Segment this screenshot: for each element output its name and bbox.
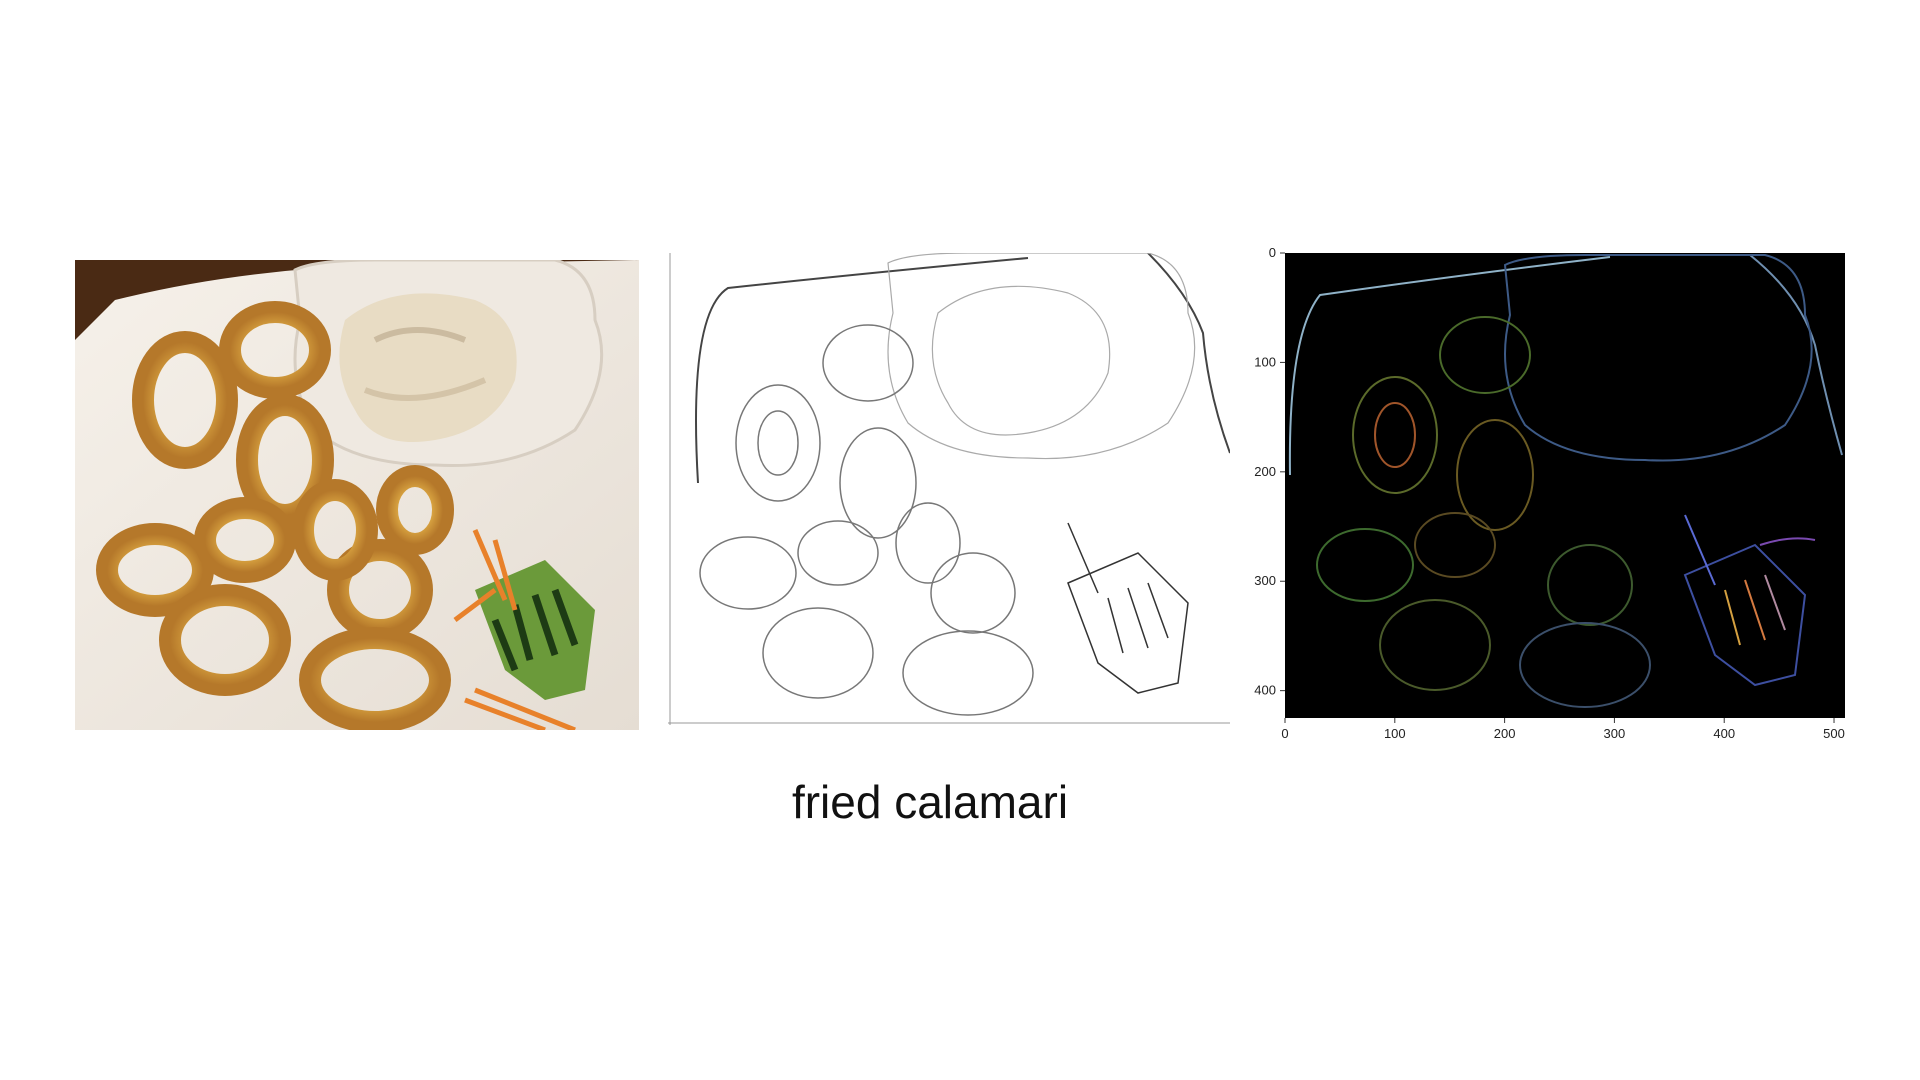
x-tick-label: 400 — [1713, 726, 1735, 741]
y-tick-label: 400 — [1254, 683, 1276, 698]
x-tick-label: 0 — [1281, 726, 1288, 741]
y-axis-ticks: 0 100 200 300 400 — [1254, 245, 1285, 698]
x-tick-label: 200 — [1494, 726, 1516, 741]
y-tick-label: 100 — [1254, 354, 1276, 369]
y-tick-label: 0 — [1269, 245, 1276, 260]
x-tick-label: 500 — [1823, 726, 1845, 741]
y-tick-label: 200 — [1254, 464, 1276, 479]
x-tick-label: 100 — [1384, 726, 1406, 741]
x-axis-ticks: 0 100 200 300 400 500 — [1281, 718, 1845, 741]
y-tick-label: 300 — [1254, 573, 1276, 588]
edge-map-lines — [1288, 254, 1843, 708]
calamari-photo-image — [75, 260, 639, 730]
sketch-filter-image — [668, 253, 1230, 725]
sketch-filter-drawing — [668, 253, 1230, 725]
edge-detection-figure: 0 100 200 300 400 500 0 100 200 300 400 — [1254, 245, 1845, 741]
caption: fried calamari — [791, 776, 1069, 828]
edge-map-area — [1285, 253, 1845, 718]
original-photo — [75, 260, 639, 730]
x-tick-label: 300 — [1604, 726, 1626, 741]
edge-detection-plot: 0 100 200 300 400 500 0 100 200 300 400 — [1230, 245, 1870, 745]
